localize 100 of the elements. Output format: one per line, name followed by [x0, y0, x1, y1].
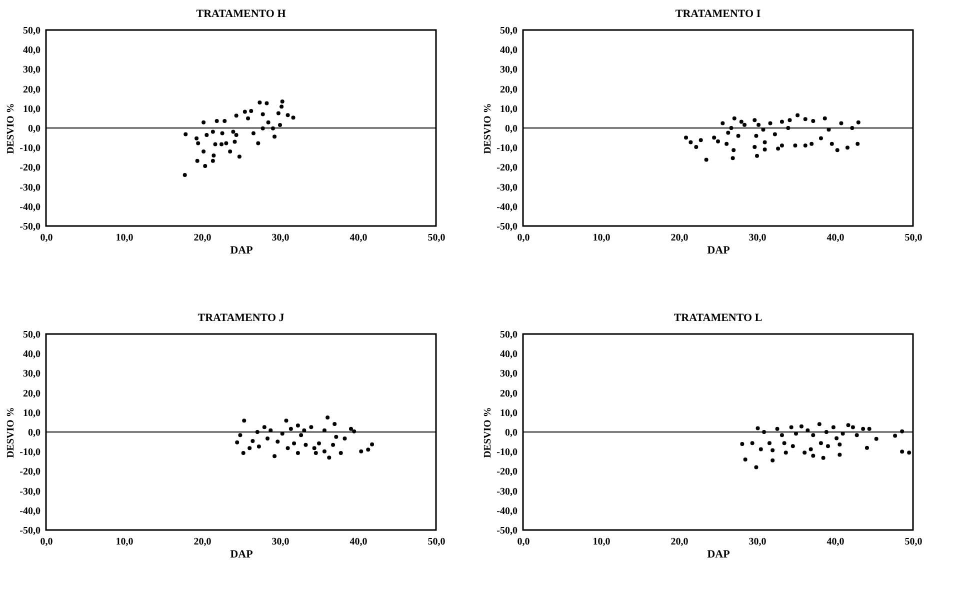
- point: [789, 425, 794, 430]
- point: [312, 446, 316, 450]
- point: [280, 104, 284, 109]
- point: [196, 141, 200, 146]
- point: [834, 436, 839, 440]
- y-tick-label: 20,0: [23, 388, 40, 400]
- point: [900, 450, 904, 454]
- x-tick-label: 30,0: [748, 232, 766, 244]
- point: [262, 425, 266, 430]
- point: [326, 416, 330, 420]
- point: [742, 122, 747, 127]
- point: [370, 442, 374, 446]
- point: [732, 148, 736, 152]
- point: [688, 140, 693, 144]
- x-tick-label: 40,0: [826, 232, 844, 244]
- point: [822, 116, 827, 120]
- point: [830, 142, 834, 146]
- y-tick-label: -40,0: [496, 506, 518, 517]
- point: [342, 436, 347, 440]
- point: [736, 134, 740, 138]
- point: [348, 426, 353, 431]
- point: [780, 143, 784, 148]
- point: [232, 140, 237, 144]
- point: [811, 433, 816, 438]
- point: [811, 454, 816, 458]
- y-tick-label: -50,0: [496, 526, 518, 536]
- point: [720, 121, 725, 126]
- x-tick-label: 10,0: [592, 536, 610, 548]
- point: [772, 132, 777, 136]
- y-tick-label: 50,0: [500, 26, 518, 36]
- point: [762, 140, 767, 144]
- y-axis-title: DESVIO %: [6, 407, 17, 458]
- y-tick-label: 40,0: [500, 349, 518, 360]
- point: [266, 120, 270, 124]
- y-tick-label: -10,0: [496, 143, 518, 154]
- point: [276, 440, 280, 444]
- point: [893, 434, 898, 438]
- point: [264, 101, 269, 106]
- point: [214, 118, 219, 123]
- point: [726, 130, 730, 135]
- point: [845, 146, 850, 150]
- x-tick-label: 10,0: [116, 232, 134, 244]
- point: [818, 136, 823, 140]
- point: [854, 433, 859, 438]
- chart-title: TRATAMENTO I: [675, 8, 761, 20]
- point: [770, 458, 775, 462]
- y-tick-label: 40,0: [23, 45, 40, 56]
- y-tick-label: -20,0: [20, 466, 40, 478]
- point: [874, 436, 878, 441]
- point: [235, 440, 240, 444]
- x-tick-label: 10,0: [592, 232, 610, 244]
- y-tick-label: -50,0: [496, 222, 518, 232]
- point: [256, 444, 261, 448]
- y-tick-label: -10,0: [20, 143, 40, 154]
- point: [195, 158, 200, 163]
- point: [821, 456, 826, 460]
- y-tick-label: 10,0: [500, 408, 518, 419]
- point: [251, 131, 256, 136]
- y-tick-label: -30,0: [20, 182, 40, 194]
- point: [220, 142, 224, 146]
- point: [694, 145, 698, 150]
- point: [803, 143, 808, 148]
- y-tick-label: -20,0: [496, 162, 518, 174]
- point: [286, 446, 290, 450]
- x-tick-label: 40,0: [350, 232, 368, 244]
- point: [224, 141, 228, 146]
- point: [712, 136, 716, 140]
- y-tick-label: 30,0: [23, 368, 40, 380]
- point: [802, 450, 807, 455]
- point: [237, 154, 242, 159]
- point: [739, 120, 744, 124]
- point: [838, 442, 842, 447]
- x-tick-label: 30,0: [272, 536, 290, 548]
- point: [752, 145, 757, 150]
- point: [770, 448, 775, 452]
- point: [907, 450, 912, 455]
- point: [724, 142, 729, 146]
- point: [754, 134, 758, 138]
- y-axis-title: DESVIO %: [6, 103, 17, 154]
- point: [818, 441, 823, 446]
- point: [793, 143, 798, 148]
- point: [366, 448, 370, 452]
- point: [790, 444, 795, 448]
- chart-title: TRATAMENTO J: [198, 312, 285, 324]
- point: [304, 442, 308, 447]
- point: [291, 116, 296, 120]
- y-tick-label: -10,0: [496, 447, 518, 458]
- point: [767, 441, 772, 446]
- y-tick-label: -30,0: [496, 182, 518, 194]
- y-tick-label: 50,0: [23, 330, 40, 340]
- point: [835, 148, 840, 152]
- y-tick-label: 30,0: [500, 64, 518, 76]
- point: [260, 112, 265, 116]
- point: [799, 424, 804, 428]
- y-axis-title: DESVIO %: [482, 103, 494, 154]
- y-tick-label: 0,0: [28, 124, 40, 134]
- point: [762, 148, 767, 152]
- point: [292, 441, 296, 446]
- x-tick-label: 50,0: [904, 232, 922, 244]
- point: [228, 150, 232, 154]
